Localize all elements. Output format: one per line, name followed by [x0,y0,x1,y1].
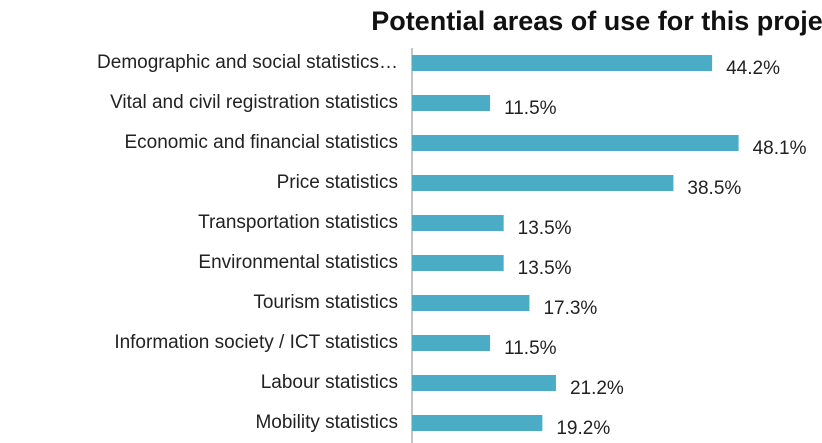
category-label: Vital and civil registration statistics [110,92,398,113]
value-label: 44.2% [726,58,780,79]
category-label: Price statistics [277,172,398,193]
bar [412,415,543,431]
chart-title: Potential areas of use for this project [371,6,822,36]
category-label: Economic and financial statistics [124,132,398,153]
value-label: 17.3% [543,298,597,319]
bar [412,255,504,271]
category-label: Information society / ICT statistics [114,332,398,353]
bar [412,295,530,311]
category-label: Tourism statistics [253,292,398,313]
bar [412,175,674,191]
category-label: Transportation statistics [198,212,398,233]
value-label: 38.5% [687,178,741,199]
bar [412,335,491,351]
value-label: 21.2% [570,378,624,399]
category-label: Mobility statistics [255,412,398,433]
value-label: 19.2% [556,418,610,439]
value-label: 13.5% [518,258,572,279]
value-label: 11.5% [504,98,557,119]
value-label: 11.5% [504,338,557,359]
value-label: 13.5% [518,218,572,239]
bar [412,55,713,71]
value-label: 48.1% [753,138,807,159]
bar [412,215,504,231]
category-label: Environmental statistics [198,252,398,273]
bar [412,375,556,391]
bar [412,95,491,111]
category-label: Labour statistics [261,372,398,393]
category-label: Demographic and social statistics… [97,52,398,73]
bar [412,135,739,151]
